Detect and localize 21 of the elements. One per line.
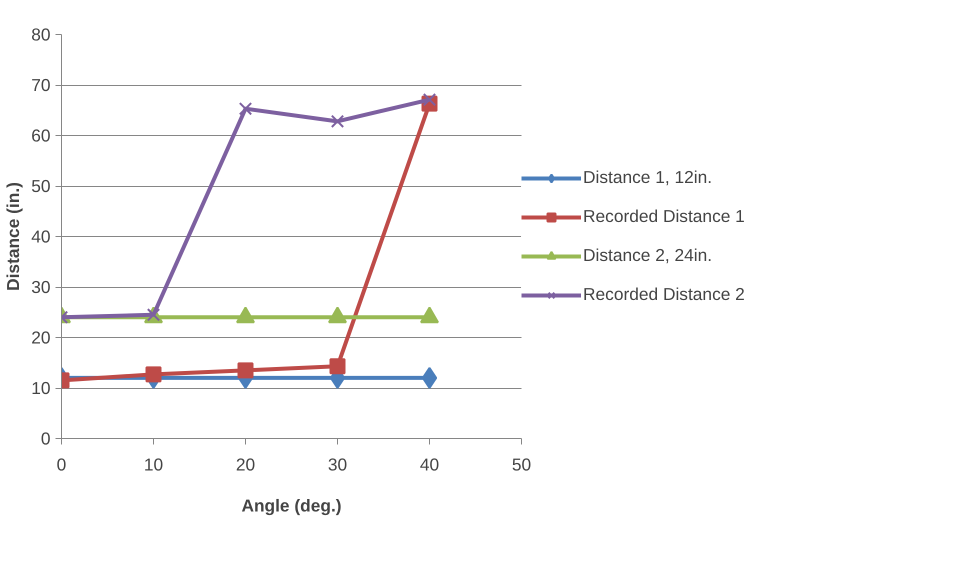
- x-axis-title: Angle (deg.): [241, 496, 342, 516]
- x-tick-label: 50: [512, 454, 532, 474]
- y-tick-label: 50: [31, 176, 51, 196]
- y-tick-label: 70: [31, 75, 51, 95]
- legend-label: Recorded Distance 2: [583, 284, 745, 305]
- legend-label: Distance 2, 24in.: [583, 245, 712, 266]
- y-tick-label: 0: [40, 428, 51, 448]
- y-tick-label: 30: [31, 277, 51, 297]
- legend-label: Distance 1, 12in.: [583, 167, 712, 188]
- x-tick-label: 30: [328, 454, 348, 474]
- y-tick-label: 40: [31, 226, 51, 246]
- y-tick-label: 10: [31, 378, 51, 398]
- y-axis-title: Distance (in.): [3, 182, 24, 291]
- y-tick-label: 20: [31, 328, 51, 348]
- x-tick-label: 0: [56, 454, 66, 474]
- x-tick-label: 40: [420, 454, 440, 474]
- y-tick-label: 80: [31, 24, 51, 44]
- y-tick-label: 60: [31, 126, 51, 146]
- x-tick-label: 20: [236, 454, 256, 474]
- legend-label: Recorded Distance 1: [583, 206, 745, 227]
- x-tick-label: 10: [144, 454, 164, 474]
